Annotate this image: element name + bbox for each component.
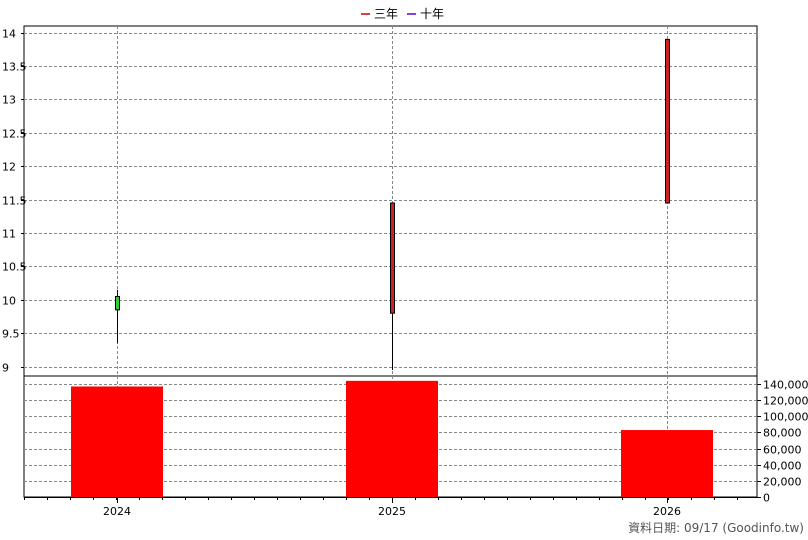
price-tick-label: 11.5 bbox=[2, 195, 27, 208]
volume-bar-2025 bbox=[346, 380, 438, 497]
price-tick-label: 9 bbox=[2, 362, 9, 375]
volume-tick-label: 0 bbox=[763, 492, 770, 505]
price-tick-label: 13.5 bbox=[2, 61, 27, 74]
legend-label-1: 三年 bbox=[374, 7, 398, 21]
price-tick-label: 10 bbox=[2, 295, 16, 308]
data-date-footer: 資料日期: 09/17 (Goodinfo.tw) bbox=[628, 521, 804, 535]
candle-body-2025 bbox=[390, 202, 395, 314]
x-tick-label-2025: 2025 bbox=[378, 505, 406, 518]
volume-tick-label: 40,000 bbox=[763, 460, 802, 473]
legend-label-2: 十年 bbox=[420, 7, 444, 21]
volume-tick-label: 100,000 bbox=[763, 411, 808, 424]
x-tick-label-2026: 2026 bbox=[653, 505, 681, 518]
price-tick-label: 13 bbox=[2, 94, 16, 107]
price-tick-label: 14 bbox=[2, 28, 16, 41]
price-tick-label: 11 bbox=[2, 228, 16, 241]
volume-bar-2026 bbox=[621, 430, 713, 497]
x-tick-label-2024: 2024 bbox=[103, 505, 131, 518]
price-tick-label: 10.5 bbox=[2, 261, 27, 274]
volume-tick-label: 140,000 bbox=[763, 379, 808, 392]
price-panel: 9 9.5 10 10.5 11 11.5 12 12.5 13 13.5 14 bbox=[2, 25, 758, 381]
price-tick-label: 12 bbox=[2, 161, 16, 174]
volume-tick-label: 60,000 bbox=[763, 444, 802, 457]
volume-panel: 0 20,000 40,000 60,000 80,000 100,000 120,000 1… bbox=[23, 375, 808, 505]
volume-tick-label: 80,000 bbox=[763, 427, 802, 440]
candle-body-2024 bbox=[115, 296, 120, 311]
volume-bar-2024 bbox=[71, 386, 163, 497]
price-tick-label: 9.5 bbox=[2, 328, 20, 341]
x-axis: 2024 2025 2026 bbox=[24, 497, 738, 518]
price-tick-label: 12.5 bbox=[2, 128, 27, 141]
candle-body-2026 bbox=[665, 38, 670, 204]
volume-tick-label: 20,000 bbox=[763, 476, 802, 489]
volume-tick-label: 120,000 bbox=[763, 395, 808, 408]
chart-legend: 三年 十年 bbox=[361, 7, 444, 21]
